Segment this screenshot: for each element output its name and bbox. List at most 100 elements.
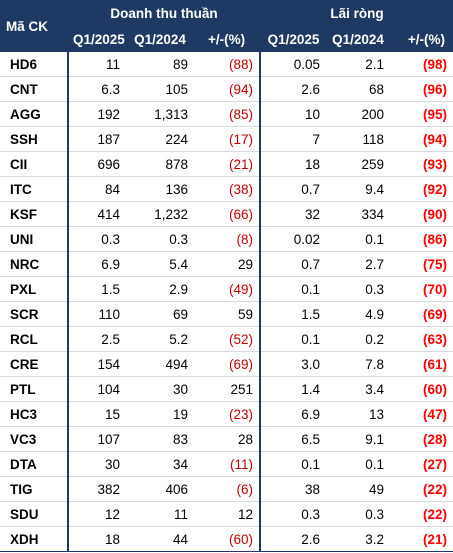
- revenue-q1-2025-cell: 84: [68, 176, 126, 202]
- stock-code-cell: HD6: [0, 52, 69, 77]
- net-profit-change-cell: (95): [390, 101, 453, 127]
- net-profit-change-cell: (22): [390, 501, 453, 527]
- stock-code-cell: AGG: [0, 101, 69, 127]
- revenue-change-cell: (17): [194, 126, 261, 152]
- table-row: RCL 2.5 5.2 (52) 0.1 0.2 (63): [0, 326, 453, 352]
- header-rev-q1-2024: Q1/2024: [126, 27, 194, 52]
- table-row: PTL 104 30 251 1.4 3.4 (60): [0, 376, 453, 402]
- table-row: HC3 15 19 (23) 6.9 13 (47): [0, 401, 453, 427]
- net-profit-q1-2025-cell: 3.0: [260, 351, 326, 377]
- revenue-q1-2024-cell: 224: [126, 126, 194, 152]
- net-profit-q1-2024-cell: 0.1: [326, 451, 390, 477]
- net-profit-q1-2025-cell: 10: [260, 101, 326, 127]
- table-row: ITC 84 136 (38) 0.7 9.4 (92): [0, 176, 453, 202]
- net-profit-q1-2025-cell: 38: [260, 476, 326, 502]
- stock-code-cell: KSF: [0, 201, 69, 227]
- revenue-change-cell: (38): [194, 176, 261, 202]
- revenue-q1-2025-cell: 11: [68, 52, 126, 77]
- revenue-q1-2024-cell: 5.2: [126, 326, 194, 352]
- stock-code-cell: HC3: [0, 401, 69, 427]
- revenue-q1-2024-cell: 83: [126, 426, 194, 452]
- stock-code-cell: VC3: [0, 426, 69, 452]
- table-row: SCR 110 69 59 1.5 4.9 (69): [0, 301, 453, 327]
- revenue-q1-2025-cell: 18: [68, 526, 126, 552]
- revenue-q1-2025-cell: 1.5: [68, 276, 126, 302]
- net-profit-q1-2025-cell: 18: [260, 151, 326, 177]
- net-profit-change-cell: (94): [390, 126, 453, 152]
- stock-code-cell: NRC: [0, 251, 69, 277]
- revenue-q1-2024-cell: 34: [126, 451, 194, 477]
- net-profit-change-cell: (70): [390, 276, 453, 302]
- header-rev-q1-2025: Q1/2025: [68, 27, 126, 52]
- net-profit-change-cell: (86): [390, 226, 453, 252]
- net-profit-q1-2025-cell: 6.9: [260, 401, 326, 427]
- revenue-q1-2024-cell: 1,313: [126, 101, 194, 127]
- net-profit-q1-2024-cell: 200: [326, 101, 390, 127]
- net-profit-q1-2024-cell: 0.1: [326, 226, 390, 252]
- revenue-q1-2024-cell: 44: [126, 526, 194, 552]
- revenue-q1-2025-cell: 6.9: [68, 251, 126, 277]
- table-row: AGG 192 1,313 (85) 10 200 (95): [0, 101, 453, 127]
- stock-code-cell: CNT: [0, 76, 69, 102]
- net-profit-q1-2024-cell: 49: [326, 476, 390, 502]
- table-body: HD6 11 89 (88) 0.05 2.1 (98) CNT 6.3 105 (94) 2.6 68…: [0, 52, 453, 552]
- table-row: CII 696 878 (21) 18 259 (93): [0, 151, 453, 177]
- stock-code-cell: PXL: [0, 276, 69, 302]
- net-profit-q1-2024-cell: 9.1: [326, 426, 390, 452]
- revenue-q1-2024-cell: 136: [126, 176, 194, 202]
- net-profit-change-cell: (92): [390, 176, 453, 202]
- stock-code-cell: XDH: [0, 526, 69, 552]
- revenue-q1-2025-cell: 192: [68, 101, 126, 127]
- header-np-q1-2024: Q1/2024: [326, 27, 390, 52]
- table-row: DTA 30 34 (11) 0.1 0.1 (27): [0, 451, 453, 477]
- revenue-change-cell: 29: [194, 251, 261, 277]
- net-profit-change-cell: (22): [390, 476, 453, 502]
- net-profit-change-cell: (98): [390, 52, 453, 77]
- table-row: KSF 414 1,232 (66) 32 334 (90): [0, 201, 453, 227]
- revenue-change-cell: 28: [194, 426, 261, 452]
- net-profit-q1-2024-cell: 7.8: [326, 351, 390, 377]
- revenue-q1-2025-cell: 6.3: [68, 76, 126, 102]
- net-profit-change-cell: (93): [390, 151, 453, 177]
- revenue-q1-2025-cell: 382: [68, 476, 126, 502]
- net-profit-q1-2025-cell: 0.3: [260, 501, 326, 527]
- net-profit-q1-2024-cell: 2.1: [326, 52, 390, 77]
- header-np-change: +/-(%): [390, 27, 453, 52]
- net-profit-q1-2024-cell: 0.3: [326, 276, 390, 302]
- revenue-q1-2024-cell: 30: [126, 376, 194, 402]
- net-profit-q1-2025-cell: 0.7: [260, 176, 326, 202]
- revenue-change-cell: (11): [194, 451, 261, 477]
- revenue-q1-2024-cell: 494: [126, 351, 194, 377]
- header-np-q1-2025: Q1/2025: [260, 27, 326, 52]
- revenue-change-cell: 251: [194, 376, 261, 402]
- revenue-q1-2025-cell: 107: [68, 426, 126, 452]
- net-profit-q1-2024-cell: 3.4: [326, 376, 390, 402]
- revenue-q1-2025-cell: 2.5: [68, 326, 126, 352]
- net-profit-q1-2025-cell: 6.5: [260, 426, 326, 452]
- net-profit-change-cell: (75): [390, 251, 453, 277]
- net-profit-q1-2025-cell: 32: [260, 201, 326, 227]
- revenue-change-cell: (85): [194, 101, 261, 127]
- stock-code-cell: SDU: [0, 501, 69, 527]
- revenue-change-cell: (49): [194, 276, 261, 302]
- net-profit-change-cell: (27): [390, 451, 453, 477]
- net-profit-q1-2024-cell: 2.7: [326, 251, 390, 277]
- net-profit-q1-2025-cell: 0.02: [260, 226, 326, 252]
- net-profit-change-cell: (63): [390, 326, 453, 352]
- table-row: CNT 6.3 105 (94) 2.6 68 (96): [0, 76, 453, 102]
- net-profit-change-cell: (69): [390, 301, 453, 327]
- revenue-q1-2024-cell: 89: [126, 52, 194, 77]
- stock-code-cell: DTA: [0, 451, 69, 477]
- revenue-q1-2025-cell: 104: [68, 376, 126, 402]
- net-profit-q1-2025-cell: 1.4: [260, 376, 326, 402]
- revenue-change-cell: (52): [194, 326, 261, 352]
- net-profit-change-cell: (28): [390, 426, 453, 452]
- revenue-q1-2025-cell: 696: [68, 151, 126, 177]
- stock-code-cell: ITC: [0, 176, 69, 202]
- stock-code-cell: RCL: [0, 326, 69, 352]
- revenue-q1-2025-cell: 0.3: [68, 226, 126, 252]
- net-profit-q1-2025-cell: 0.7: [260, 251, 326, 277]
- revenue-change-cell: (60): [194, 526, 261, 552]
- table-header: Mã CK Doanh thu thuần Lãi ròng Q1/2025 Q…: [0, 0, 453, 52]
